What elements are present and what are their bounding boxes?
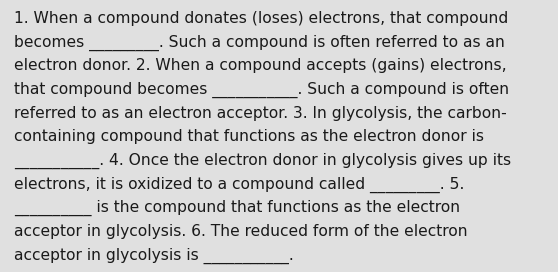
Text: referred to as an electron acceptor. 3. In glycolysis, the carbon-: referred to as an electron acceptor. 3. … [14, 106, 507, 120]
Text: 1. When a compound donates (loses) electrons, that compound: 1. When a compound donates (loses) elect… [14, 11, 508, 26]
Text: __________ is the compound that functions as the electron: __________ is the compound that function… [14, 200, 460, 217]
Text: electron donor. 2. When a compound accepts (gains) electrons,: electron donor. 2. When a compound accep… [14, 58, 507, 73]
Text: ___________. 4. Once the electron donor in glycolysis gives up its: ___________. 4. Once the electron donor … [14, 153, 511, 169]
Text: acceptor in glycolysis is ___________.: acceptor in glycolysis is ___________. [14, 248, 294, 264]
Text: becomes _________. Such a compound is often referred to as an: becomes _________. Such a compound is of… [14, 35, 505, 51]
Text: electrons, it is oxidized to a compound called _________. 5.: electrons, it is oxidized to a compound … [14, 177, 464, 193]
Text: acceptor in glycolysis. 6. The reduced form of the electron: acceptor in glycolysis. 6. The reduced f… [14, 224, 468, 239]
Text: that compound becomes ___________. Such a compound is often: that compound becomes ___________. Such … [14, 82, 509, 98]
Text: containing compound that functions as the electron donor is: containing compound that functions as th… [14, 129, 484, 144]
